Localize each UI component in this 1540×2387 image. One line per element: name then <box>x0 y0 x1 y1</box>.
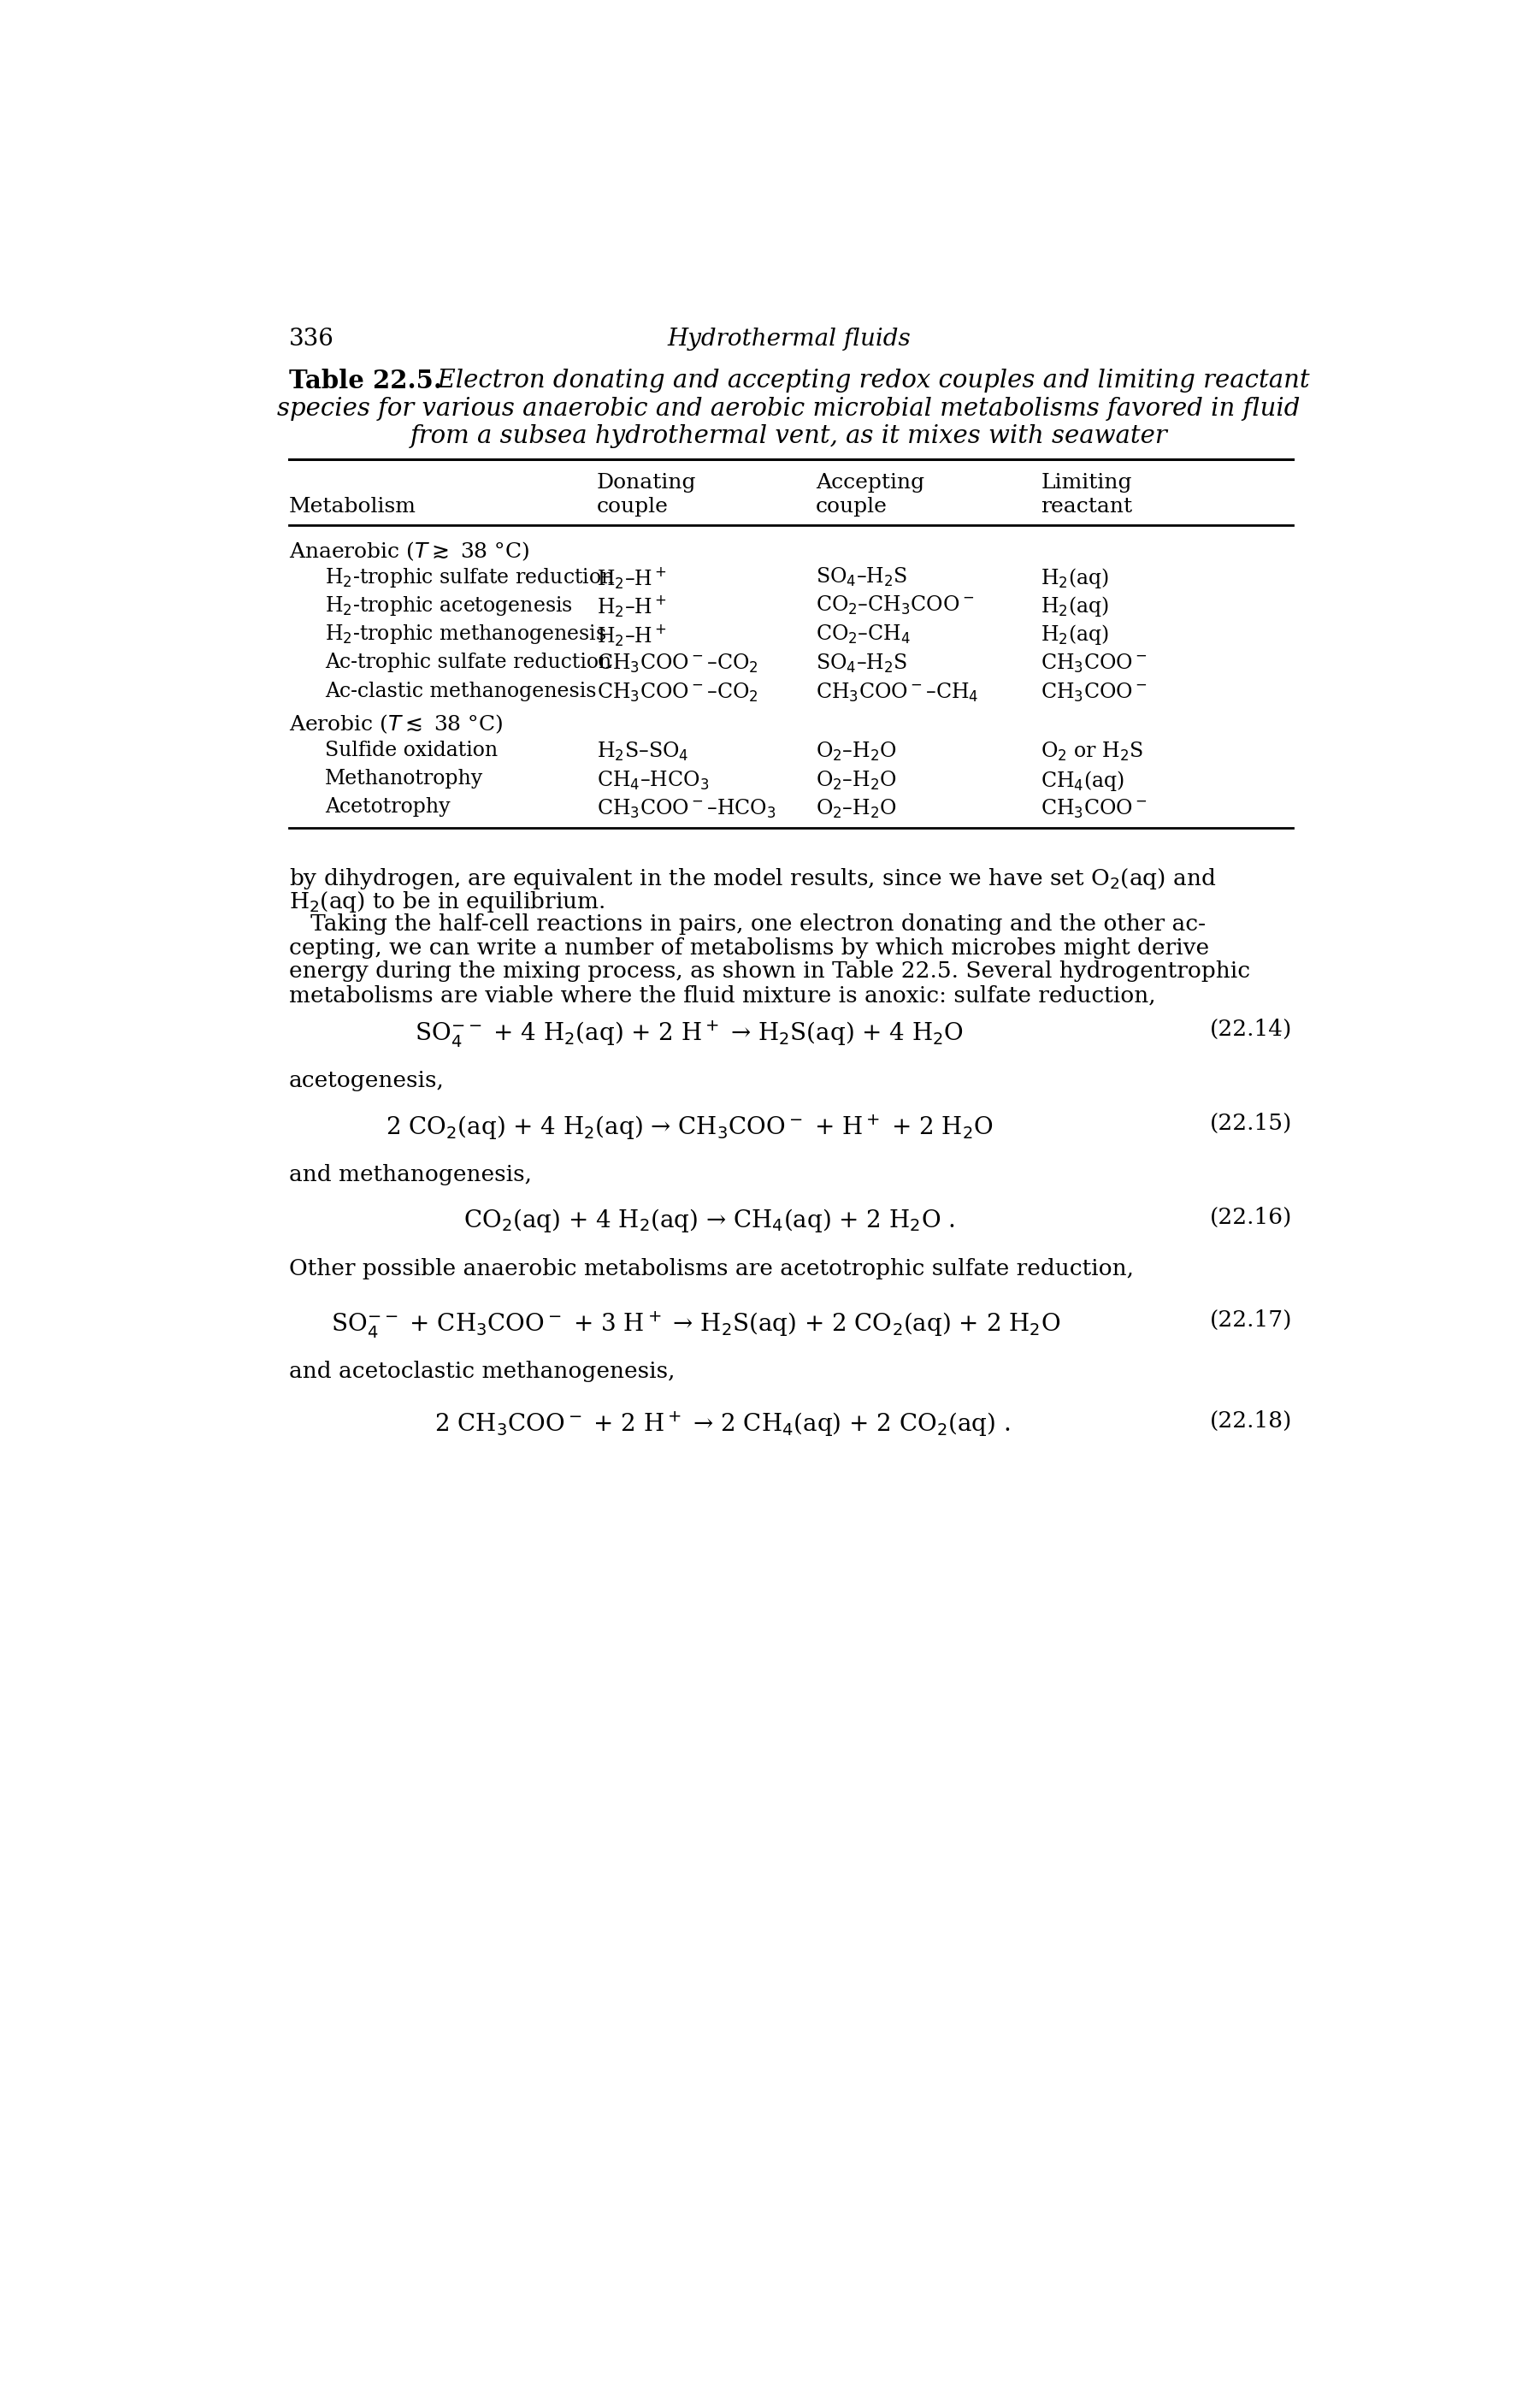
Text: from a subsea hydrothermal vent, as it mixes with seawater: from a subsea hydrothermal vent, as it m… <box>410 425 1167 449</box>
Text: H$_2$(aq): H$_2$(aq) <box>1041 623 1109 647</box>
Text: CH$_3$COO$^-$: CH$_3$COO$^-$ <box>1041 652 1147 676</box>
Text: Acetotrophy: Acetotrophy <box>325 797 450 816</box>
Text: CH$_3$COO$^-$–HCO$_3$: CH$_3$COO$^-$–HCO$_3$ <box>596 797 776 819</box>
Text: metabolisms are viable where the fluid mixture is anoxic: sulfate reduction,: metabolisms are viable where the fluid m… <box>288 983 1155 1005</box>
Text: Ac-clastic methanogenesis: Ac-clastic methanogenesis <box>325 683 596 702</box>
Text: Accepting: Accepting <box>815 473 924 492</box>
Text: CH$_3$COO$^-$–CH$_4$: CH$_3$COO$^-$–CH$_4$ <box>815 683 978 704</box>
Text: Metabolism: Metabolism <box>288 496 416 518</box>
Text: CO$_2$–CH$_4$: CO$_2$–CH$_4$ <box>815 623 910 644</box>
Text: energy during the mixing process, as shown in Table 22.5. Several hydrogentrophi: energy during the mixing process, as sho… <box>288 962 1250 981</box>
Text: 2 CO$_2$(aq) + 4 H$_2$(aq) → CH$_3$COO$^-$ + H$^+$ + 2 H$_2$O: 2 CO$_2$(aq) + 4 H$_2$(aq) → CH$_3$COO$^… <box>387 1112 993 1141</box>
Text: H$_2$S–SO$_4$: H$_2$S–SO$_4$ <box>596 740 688 764</box>
Text: species for various anaerobic and aerobic microbial metabolisms favored in fluid: species for various anaerobic and aerobi… <box>277 396 1300 420</box>
Text: Table 22.5.: Table 22.5. <box>288 368 442 394</box>
Text: SO$_4^{--}$ + 4 H$_2$(aq) + 2 H$^+$ → H$_2$S(aq) + 4 H$_2$O: SO$_4^{--}$ + 4 H$_2$(aq) + 2 H$^+$ → H$… <box>414 1019 964 1050</box>
Text: Sulfide oxidation: Sulfide oxidation <box>325 740 497 761</box>
Text: CO$_2$–CH$_3$COO$^-$: CO$_2$–CH$_3$COO$^-$ <box>815 594 973 618</box>
Text: O$_2$–H$_2$O: O$_2$–H$_2$O <box>815 769 896 792</box>
Text: reactant: reactant <box>1041 496 1132 518</box>
Text: O$_2$ or H$_2$S: O$_2$ or H$_2$S <box>1041 740 1143 764</box>
Text: CH$_4$(aq): CH$_4$(aq) <box>1041 769 1124 792</box>
Text: and acetoclastic methanogenesis,: and acetoclastic methanogenesis, <box>288 1361 675 1382</box>
Text: CO$_2$(aq) + 4 H$_2$(aq) → CH$_4$(aq) + 2 H$_2$O .: CO$_2$(aq) + 4 H$_2$(aq) → CH$_4$(aq) + … <box>464 1208 955 1234</box>
Text: H$_2$–H$^+$: H$_2$–H$^+$ <box>596 623 667 647</box>
Text: (22.16): (22.16) <box>1210 1208 1292 1229</box>
Text: H$_2$–H$^+$: H$_2$–H$^+$ <box>596 594 667 621</box>
Text: cepting, we can write a number of metabolisms by which microbes might derive: cepting, we can write a number of metabo… <box>288 938 1209 960</box>
Text: SO$_4^{--}$ + CH$_3$COO$^-$ + 3 H$^+$ → H$_2$S(aq) + 2 CO$_2$(aq) + 2 H$_2$O: SO$_4^{--}$ + CH$_3$COO$^-$ + 3 H$^+$ → … <box>331 1308 1061 1339</box>
Text: Donating: Donating <box>596 473 696 492</box>
Text: Other possible anaerobic metabolisms are acetotrophic sulfate reduction,: Other possible anaerobic metabolisms are… <box>288 1258 1133 1279</box>
Text: O$_2$–H$_2$O: O$_2$–H$_2$O <box>815 797 896 819</box>
Text: couple: couple <box>815 496 887 518</box>
Text: (22.15): (22.15) <box>1210 1112 1292 1134</box>
Text: (22.14): (22.14) <box>1210 1019 1292 1041</box>
Text: SO$_4$–H$_2$S: SO$_4$–H$_2$S <box>815 566 907 590</box>
Text: 336: 336 <box>288 327 334 351</box>
Text: CH$_3$COO$^-$–CO$_2$: CH$_3$COO$^-$–CO$_2$ <box>596 652 758 676</box>
Text: and methanogenesis,: and methanogenesis, <box>288 1165 531 1186</box>
Text: Aerobic ($T \lesssim$ 38 °C): Aerobic ($T \lesssim$ 38 °C) <box>288 714 502 735</box>
Text: (22.17): (22.17) <box>1210 1308 1292 1330</box>
Text: Taking the half-cell reactions in pairs, one electron donating and the other ac-: Taking the half-cell reactions in pairs,… <box>288 914 1206 936</box>
Text: H$_2$-trophic acetogenesis: H$_2$-trophic acetogenesis <box>325 594 573 618</box>
Text: couple: couple <box>596 496 668 518</box>
Text: CH$_4$–HCO$_3$: CH$_4$–HCO$_3$ <box>596 769 708 792</box>
Text: SO$_4$–H$_2$S: SO$_4$–H$_2$S <box>815 652 907 676</box>
Text: O$_2$–H$_2$O: O$_2$–H$_2$O <box>815 740 896 764</box>
Text: acetogenesis,: acetogenesis, <box>288 1069 444 1091</box>
Text: Methanotrophy: Methanotrophy <box>325 769 484 788</box>
Text: (22.18): (22.18) <box>1210 1411 1292 1432</box>
Text: Limiting: Limiting <box>1041 473 1132 492</box>
Text: H$_2$-trophic methanogenesis: H$_2$-trophic methanogenesis <box>325 623 607 647</box>
Text: Anaerobic ($T \gtrsim$ 38 °C): Anaerobic ($T \gtrsim$ 38 °C) <box>288 539 530 563</box>
Text: H$_2$(aq): H$_2$(aq) <box>1041 594 1109 618</box>
Text: Electron donating and accepting redox couples and limiting reactant: Electron donating and accepting redox co… <box>420 368 1309 394</box>
Text: 2 CH$_3$COO$^-$ + 2 H$^+$ → 2 CH$_4$(aq) + 2 CO$_2$(aq) .: 2 CH$_3$COO$^-$ + 2 H$^+$ → 2 CH$_4$(aq)… <box>434 1411 1010 1439</box>
Text: H$_2$(aq) to be in equilibrium.: H$_2$(aq) to be in equilibrium. <box>288 890 605 914</box>
Text: H$_2$-trophic sulfate reduction: H$_2$-trophic sulfate reduction <box>325 566 614 590</box>
Text: H$_2$(aq): H$_2$(aq) <box>1041 566 1109 590</box>
Text: Ac-trophic sulfate reduction: Ac-trophic sulfate reduction <box>325 652 611 673</box>
Text: CH$_3$COO$^-$: CH$_3$COO$^-$ <box>1041 797 1147 819</box>
Text: CH$_3$COO$^-$–CO$_2$: CH$_3$COO$^-$–CO$_2$ <box>596 683 758 704</box>
Text: Hydrothermal fluids: Hydrothermal fluids <box>667 327 910 351</box>
Text: H$_2$–H$^+$: H$_2$–H$^+$ <box>596 566 667 592</box>
Text: by dihydrogen, are equivalent in the model results, since we have set O$_2$(aq) : by dihydrogen, are equivalent in the mod… <box>288 866 1215 890</box>
Text: CH$_3$COO$^-$: CH$_3$COO$^-$ <box>1041 683 1147 704</box>
